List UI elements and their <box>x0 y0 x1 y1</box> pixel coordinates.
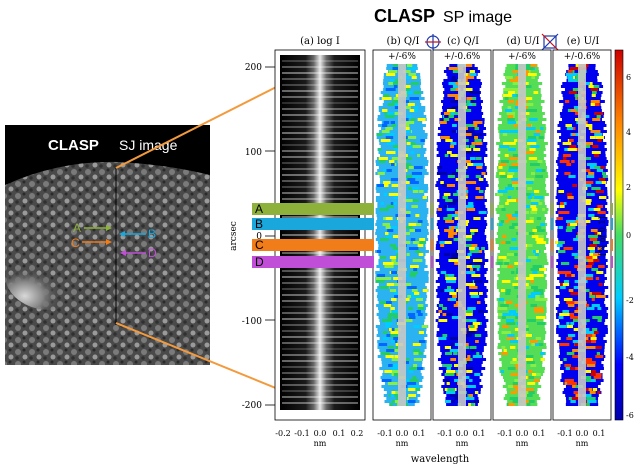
sp-title-rest: SP image <box>443 9 512 26</box>
y-tick-neg100: -100 <box>242 317 262 327</box>
svg-text:-0.1: -0.1 <box>497 429 512 438</box>
svg-text:0.1: 0.1 <box>473 429 486 438</box>
svg-text:0.1: 0.1 <box>533 429 546 438</box>
svg-text:0.1: 0.1 <box>413 429 426 438</box>
sj-label-b: B <box>148 227 156 241</box>
intensity-bands <box>282 60 358 404</box>
y-tick-100: 100 <box>245 148 262 158</box>
panel-d-label: (d) U/I <box>506 36 539 47</box>
sj-label-c: C <box>71 236 80 250</box>
y-tick-0: 0 <box>256 232 262 242</box>
cbar-tick-0: 0 <box>626 231 631 240</box>
sj-title-rest: SJ image <box>119 137 178 153</box>
svg-text:-0.1: -0.1 <box>377 429 392 438</box>
svg-text:0.0: 0.0 <box>396 429 409 438</box>
region-bars: A B C D <box>252 202 613 269</box>
sj-title-brand: CLASP <box>48 137 99 154</box>
region-bar-a <box>252 203 374 215</box>
sj-marker-c: C <box>71 236 112 250</box>
sj-marker-a: A <box>73 221 112 235</box>
panel-b-label: (b) Q/I <box>387 36 420 47</box>
y-tick-200: 200 <box>245 63 262 73</box>
y-axis: 200 100 0 -100 -200 arcsec <box>229 63 275 411</box>
cbar-tick-neg6: -6 <box>626 411 634 420</box>
cbar-tick-2: 2 <box>626 183 631 192</box>
panel-a-label: (a) log I <box>300 36 340 47</box>
cbar-tick-6: 6 <box>626 73 631 82</box>
colorbar-label: [% of 0.1] <box>598 216 607 255</box>
colorbar-gradient <box>614 49 624 421</box>
region-label-c: C <box>255 238 264 252</box>
cbar-tick-neg4: -4 <box>626 353 634 362</box>
svg-text:0.0: 0.0 <box>576 429 589 438</box>
svg-text:nm: nm <box>516 439 529 448</box>
intensity-spectrum <box>280 55 360 410</box>
sj-marker-d: D <box>120 246 157 260</box>
panel-e-label: (e) U/I <box>567 36 600 47</box>
svg-text:-0.1: -0.1 <box>437 429 452 438</box>
xa-unit: nm <box>314 439 327 448</box>
xa-tick-3: 0.1 <box>333 429 346 438</box>
region-bar-d <box>252 256 374 268</box>
x-axis-label: wavelength <box>411 454 470 465</box>
y-axis-label: arcsec <box>229 221 239 251</box>
cbar-tick-4: 4 <box>626 128 631 137</box>
panel-e-scale: +/-0.6% <box>564 52 601 62</box>
region-bar-c <box>252 239 374 251</box>
svg-text:0.1: 0.1 <box>593 429 606 438</box>
sj-plage <box>5 240 95 310</box>
region-bar-b <box>252 218 374 230</box>
y-tick-neg200: -200 <box>242 401 262 411</box>
region-label-d: D <box>255 255 264 269</box>
xa-tick-2: 0.0 <box>314 429 327 438</box>
svg-text:nm: nm <box>396 439 409 448</box>
xa-tick-1: -0.1 <box>294 429 309 438</box>
svg-text:0.0: 0.0 <box>456 429 469 438</box>
xa-tick-0: -0.2 <box>275 429 290 438</box>
panel-a <box>274 49 366 421</box>
panel-c-label: (c) Q/I <box>447 36 479 47</box>
sj-image-panel: CLASP SJ image A B C D <box>5 125 210 365</box>
xa-tick-4: 0.2 <box>351 429 364 438</box>
q-polarization-icon <box>425 34 441 50</box>
sj-solar-disk <box>5 161 210 365</box>
region-label-a: A <box>255 202 263 216</box>
colorbar: 6 4 2 0 -2 -4 -6 [% of 0.1] <box>598 49 634 421</box>
panel-d-scale: +/-6% <box>508 52 536 62</box>
panel-b: +/-6% <box>372 49 432 421</box>
svg-text:0.0: 0.0 <box>516 429 529 438</box>
svg-text:-0.1: -0.1 <box>557 429 572 438</box>
cbar-tick-neg2: -2 <box>626 296 634 305</box>
sp-title-brand: CLASP <box>374 6 435 26</box>
sj-marker-b: B <box>119 227 156 241</box>
svg-text:nm: nm <box>576 439 589 448</box>
svg-text:nm: nm <box>456 439 469 448</box>
u-polarization-icon <box>541 33 559 51</box>
x-axis: -0.2 -0.1 0.0 0.1 0.2 nm -0.1 0.0 0.1 nm… <box>275 429 605 465</box>
panel-e: +/-0.6% <box>552 49 612 421</box>
sj-label-d: D <box>148 246 157 260</box>
panel-c: +/-0.6% <box>432 49 492 421</box>
panel-d: +/-6% <box>492 49 552 421</box>
region-label-b: B <box>255 217 263 231</box>
panel-b-scale: +/-6% <box>388 52 416 62</box>
sj-label-a: A <box>73 221 81 235</box>
panel-c-scale: +/-0.6% <box>444 52 481 62</box>
